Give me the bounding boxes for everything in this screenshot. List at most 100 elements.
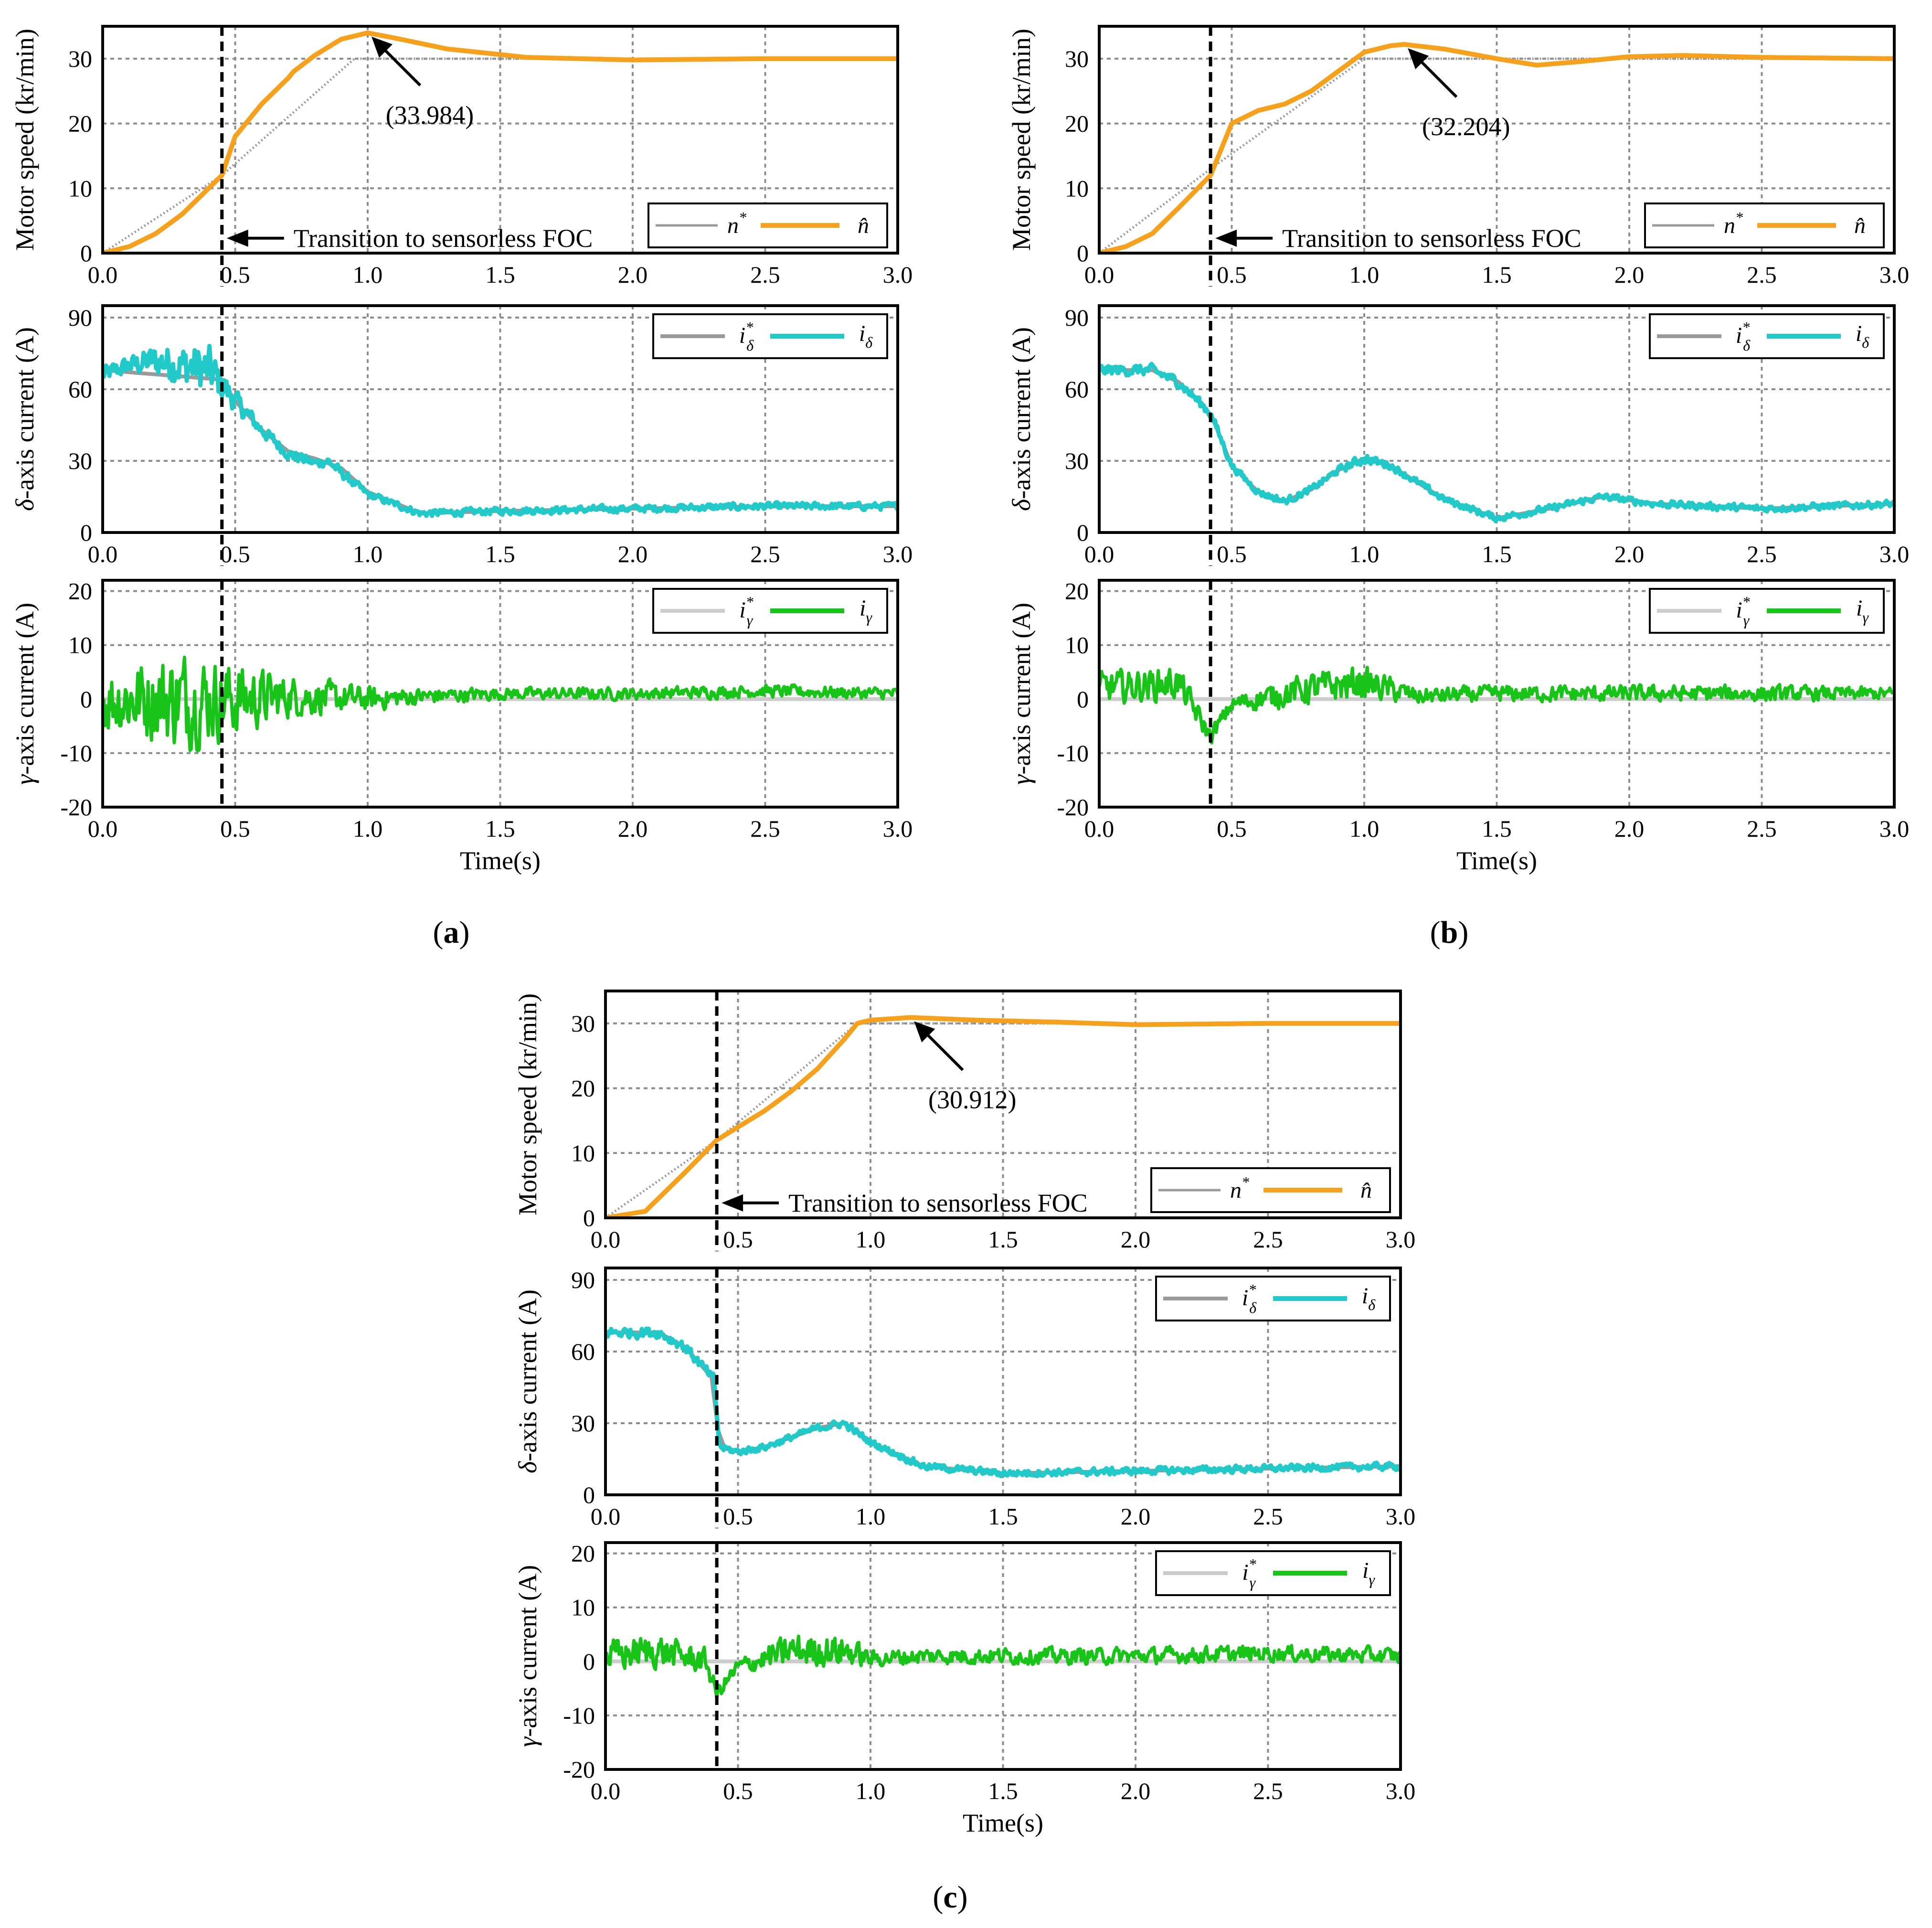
peak-arrowhead: [1408, 48, 1429, 69]
x-tick-label: 1.0: [353, 541, 383, 567]
gamma-legend: i* γ iγ: [1649, 588, 1885, 634]
y-axis-label: δ-axis current (A): [11, 327, 39, 511]
x-tick-label: 1.5: [485, 541, 515, 567]
x-tick-label: 1.5: [1482, 541, 1512, 567]
y-tick-label: 10: [68, 632, 92, 659]
x-tick-label: 2.5: [1253, 1778, 1283, 1804]
y-tick-label: -20: [1057, 794, 1089, 820]
x-tick-label: 2.0: [618, 541, 648, 567]
legend-measured-label: iγ: [1856, 596, 1869, 626]
x-tick-label: 2.0: [1614, 815, 1645, 842]
y-tick-label: 20: [1065, 110, 1089, 137]
speed-series-c: [605, 1015, 1401, 1218]
caption-c: (c): [933, 1880, 968, 1915]
speed-frame: [101, 25, 899, 255]
x-tick-label: 3.0: [1386, 1778, 1416, 1804]
legend-reference-label: i* δ: [739, 319, 754, 354]
x-tick-label: 0.0: [591, 1503, 621, 1530]
x-tick-label: 0.5: [1217, 541, 1247, 567]
gamma-series-c: [605, 1634, 1401, 1700]
x-tick-label: 1.5: [988, 1503, 1018, 1530]
y-tick-label: 30: [571, 1010, 595, 1037]
legend-reference-label: i* δ: [1242, 1281, 1257, 1316]
x-tick-label: 2.5: [750, 815, 780, 842]
speed-plot-c: 0 10 20 30 0.0 0.5 1.0 1.5 2.0 2.5 3.0 Motor speed …: [513, 990, 1415, 1253]
x-tick-label: 0.0: [1084, 815, 1115, 842]
legend-reference-label: n*: [1230, 1173, 1249, 1203]
x-tick-label: 2.0: [1121, 1226, 1151, 1253]
y-tick-label: -20: [60, 794, 92, 820]
y-tick-label: 10: [1065, 632, 1089, 659]
legend-reference-label: i* γ: [739, 593, 753, 628]
gamma-frame: [604, 1541, 1402, 1771]
x-tick-label: 0.0: [1084, 541, 1115, 567]
y-axis-label: δ-axis current (A): [1007, 327, 1036, 511]
x-tick-label: 1.5: [1482, 815, 1512, 842]
y-tick-label: 90: [1065, 304, 1089, 331]
x-tick-label: 1.0: [856, 1778, 886, 1804]
x-tick-label: 0.0: [88, 815, 118, 842]
speed-frame: [1098, 25, 1896, 255]
y-tick-label: 10: [1065, 175, 1089, 202]
x-tick-label: 3.0: [1386, 1503, 1416, 1530]
x-axis-label: Time(s): [1456, 846, 1537, 875]
x-tick-label: 0.5: [1217, 815, 1247, 842]
x-tick-label: 3.0: [1879, 261, 1910, 288]
legend-reference-label: n*: [1724, 209, 1743, 238]
y-tick-label: 30: [68, 45, 92, 72]
caption-b: (b): [1430, 915, 1469, 950]
gamma-frame: [101, 579, 899, 809]
y-tick-label: -10: [1057, 740, 1089, 767]
x-tick-label: 1.0: [1349, 541, 1380, 567]
y-tick-label: 0: [1077, 686, 1089, 713]
x-tick-label: 2.0: [1121, 1778, 1151, 1804]
x-tick-label: 2.0: [1614, 261, 1645, 288]
legend-measured-label: iγ: [1362, 1558, 1375, 1588]
y-tick-label: 0: [1077, 240, 1089, 266]
legend-reference-label: i* γ: [1736, 593, 1750, 628]
y-tick-label: 90: [68, 304, 92, 331]
y-tick-label: 90: [571, 1267, 595, 1293]
legend-measured-label: iδ: [1856, 321, 1869, 351]
delta-frame: [1098, 304, 1896, 534]
gamma-plot-c: -20 -10 0 10 20 0.0 0.5 1.0 1.5 2.0 2.5 3.0 γ-axis c…: [513, 1540, 1415, 1837]
x-tick-label: 1.0: [1349, 815, 1380, 842]
y-axis-label: γ-axis current (A): [513, 1565, 542, 1747]
x-tick-label: 0.5: [220, 261, 250, 288]
panel-b: 0 10 20 30 0.0 0.5 1.0 1.5 2.0 2.5 3.0 Motor speed …: [1007, 25, 1910, 875]
measured-current-line: [1099, 362, 1894, 523]
x-tick-label: 0.5: [723, 1226, 753, 1253]
x-tick-label: 2.5: [1747, 261, 1777, 288]
x-tick-label: 1.5: [1482, 261, 1512, 288]
legend-estimate-label: n̂: [1360, 1178, 1372, 1203]
y-tick-label: 0: [583, 1481, 595, 1508]
x-axis-label: Time(s): [963, 1809, 1043, 1837]
x-tick-label: 2.5: [1747, 815, 1777, 842]
y-tick-label: 20: [1065, 578, 1089, 605]
speed-legend: n* n̂: [1150, 1167, 1391, 1213]
y-tick-label: 0: [80, 686, 92, 713]
estimated-speed-line: [605, 1015, 1401, 1218]
delta-plot-c: 0 30 60 90 0.0 0.5 1.0 1.5 2.0 2.5 3.0 δ-axis curre…: [513, 1267, 1415, 1530]
speed-plot-a: 0 10 20 30 0.0 0.5 1.0 1.5 2.0 2.5 3.0 Motor speed …: [11, 25, 913, 288]
x-tick-label: 1.5: [988, 1778, 1018, 1804]
estimated-speed-line: [1099, 42, 1894, 253]
y-axis-label: γ-axis current (A): [1007, 603, 1036, 785]
gamma-frame: [1098, 579, 1896, 809]
x-tick-label: 3.0: [1879, 815, 1910, 842]
y-tick-label: 0: [80, 519, 92, 546]
x-tick-label: 1.5: [485, 261, 515, 288]
x-tick-label: 2.5: [1253, 1226, 1283, 1253]
y-tick-label: 20: [571, 1075, 595, 1102]
peak-arrowhead: [372, 36, 393, 58]
x-tick-label: 0.0: [88, 541, 118, 567]
x-tick-label: 1.0: [1349, 261, 1380, 288]
legend-estimate-label: n̂: [1854, 213, 1866, 238]
x-tick-label: 1.0: [856, 1503, 886, 1530]
panel-a: 0 10 20 30 0.0 0.5 1.0 1.5 2.0 2.5 3.0 Motor speed …: [11, 25, 913, 875]
x-tick-label: 3.0: [1879, 541, 1910, 567]
y-tick-label: 0: [583, 1204, 595, 1231]
gamma-plot-a: -20 -10 0 10 20 0.0 0.5 1.0 1.5 2.0 2.5 3.0 γ-axis c…: [11, 578, 913, 875]
y-tick-label: 20: [68, 578, 92, 605]
x-tick-label: 2.5: [750, 541, 780, 567]
